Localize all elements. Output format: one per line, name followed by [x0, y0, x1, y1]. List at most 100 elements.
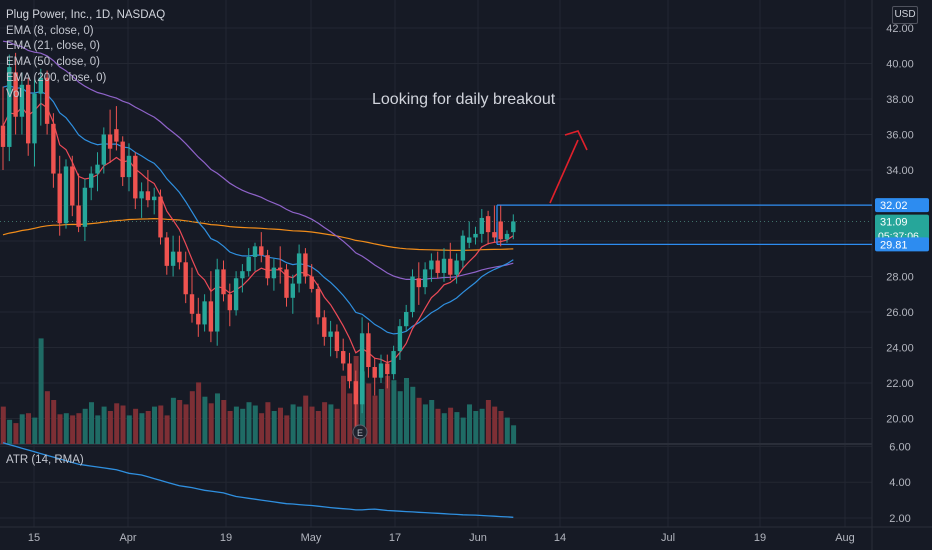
candle-body [246, 256, 251, 272]
volume-bar [511, 425, 517, 444]
candle-body [208, 301, 214, 332]
volume-bar [189, 391, 195, 444]
arrow-shaft [549, 139, 579, 204]
atr-line [2, 442, 514, 518]
volume-bar [183, 404, 189, 444]
legend-ema21[interactable]: EMA (21, close, 0) [6, 40, 100, 53]
volume-bar [322, 402, 328, 444]
breakout-levels [0, 204, 872, 246]
candle-body [385, 363, 390, 375]
candle-body [511, 221, 516, 233]
legend-ema50[interactable]: EMA (50, close, 0) [6, 56, 100, 69]
candle-body [397, 326, 403, 352]
candle-body [454, 260, 459, 275]
volume-bar [328, 404, 334, 444]
volume-bar [82, 408, 88, 444]
ema21-line [2, 84, 514, 335]
volume-bar [233, 406, 239, 444]
breakout-arrow [549, 130, 588, 204]
volume-bar [441, 413, 447, 444]
candle-body [101, 134, 106, 165]
candle-body [63, 166, 69, 224]
candle-body [19, 84, 25, 117]
price-tag [875, 237, 929, 252]
candle-body [7, 67, 12, 147]
volume-bar [133, 408, 139, 444]
x-tick-label: 14 [554, 532, 566, 544]
x-tick-label: Jun [469, 532, 487, 544]
candle-body [133, 155, 138, 199]
volume-bar [107, 411, 113, 444]
candle-body [170, 251, 176, 266]
x-tick-label: 15 [28, 532, 40, 544]
y-tick-label: 26.00 [886, 307, 914, 319]
volume-bar [63, 413, 69, 444]
volume-bar [404, 378, 409, 444]
x-tick-label: Apr [119, 532, 136, 544]
candle-body [441, 258, 447, 273]
candle-body [322, 317, 327, 337]
candle-body [479, 217, 484, 234]
volume-bar [26, 413, 31, 444]
candle-body [89, 173, 94, 188]
volume-bar [498, 411, 504, 444]
volume-bar [265, 402, 271, 444]
candle-body [38, 77, 43, 94]
atr-legend[interactable]: ATR (14, RMA) [6, 454, 84, 466]
y-tick-label: 28.00 [886, 272, 914, 284]
legend-volume[interactable]: Vol [6, 87, 22, 100]
candle-body [448, 258, 453, 275]
volume-bar [164, 415, 170, 444]
volume-bar [504, 417, 510, 444]
candle-body [107, 134, 113, 149]
candle-body [70, 166, 75, 206]
volume-bar [372, 395, 378, 444]
candle-body [32, 93, 37, 144]
volume-bar [479, 408, 485, 444]
x-tick-label: 19 [754, 532, 766, 544]
volume-bar [448, 407, 454, 444]
x-tick-label: 19 [220, 532, 232, 544]
candle-body [196, 313, 201, 325]
ema8-line [2, 102, 514, 364]
symbol-title[interactable]: Plug Power, Inc., 1D, NASDAQ [6, 9, 166, 21]
candle-body [492, 232, 497, 238]
volume-bar [221, 400, 227, 444]
volume-bar [158, 405, 164, 444]
candle-body [309, 276, 314, 289]
volume-bar [334, 408, 340, 444]
volume-bar [315, 411, 321, 444]
y-tick-label: 20.00 [886, 414, 914, 426]
volume-bars [0, 338, 517, 444]
legend-ema200[interactable]: EMA (200, close, 0) [6, 71, 107, 84]
currency-button[interactable]: USD [892, 6, 918, 24]
earnings-marker[interactable]: E [352, 424, 368, 444]
volume-bar [435, 408, 441, 444]
candle-body [410, 276, 415, 312]
candle-body [95, 164, 100, 174]
volume-bar [227, 411, 233, 444]
volume-bar [296, 406, 302, 444]
volume-bar [89, 402, 94, 444]
candle-body [328, 331, 333, 337]
legend-ema8[interactable]: EMA (8, close, 0) [6, 24, 94, 37]
candle-body [26, 84, 31, 144]
volume-bar [385, 375, 391, 444]
price-tag-value: 29.81 [880, 239, 908, 251]
volume-bar [101, 406, 107, 444]
candle-body [460, 235, 466, 261]
ema50-line [2, 40, 514, 281]
candle-body [341, 351, 346, 364]
x-tick-label: Aug [835, 532, 855, 544]
candle-body [334, 331, 340, 352]
candle-body [120, 141, 125, 178]
volume-bar [145, 411, 151, 444]
candle-body [164, 237, 169, 266]
candles [0, 52, 516, 428]
candle-body [0, 125, 6, 147]
volume-bar [196, 382, 202, 444]
price-tag-value: 32.02 [880, 200, 908, 212]
y-tick-label: 34.00 [886, 165, 914, 177]
